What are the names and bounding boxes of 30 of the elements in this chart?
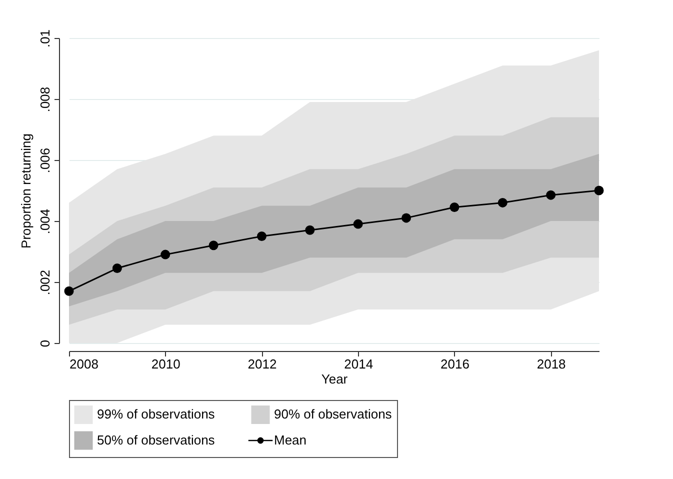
point [256,232,266,241]
x-tick-label: 2018 [536,356,566,372]
legend-label: 99% of observations [97,406,216,422]
legend-label: 50% of observations [97,432,216,448]
x-tick-label: 2016 [440,356,470,372]
legend-label: Mean [274,432,307,448]
y-tick-label: .006 [38,148,52,174]
y-tick-label: .01 [38,29,52,48]
y-tick-label: .002 [38,270,52,296]
point [353,219,363,229]
point [450,202,460,212]
x-tick-label: 2012 [248,356,277,372]
x-tick-label: 2008 [70,356,98,372]
point [64,286,74,296]
y-axis-title: Proportion returning [18,134,34,248]
point [160,250,170,260]
point [594,186,604,196]
point [208,240,218,250]
x-tick-label: 2010 [151,356,180,372]
x-tick-label: 2014 [344,356,374,372]
y-tick-label: .008 [38,86,52,112]
x-axis-title: Year [321,372,348,386]
point [305,225,315,235]
point [402,213,412,223]
point [546,190,556,200]
point [498,198,508,208]
y-tick-label: .004 [38,208,52,234]
legend-label: 90% of observations [274,406,392,422]
y-tick-label: 0 [38,340,52,348]
point [112,264,122,274]
